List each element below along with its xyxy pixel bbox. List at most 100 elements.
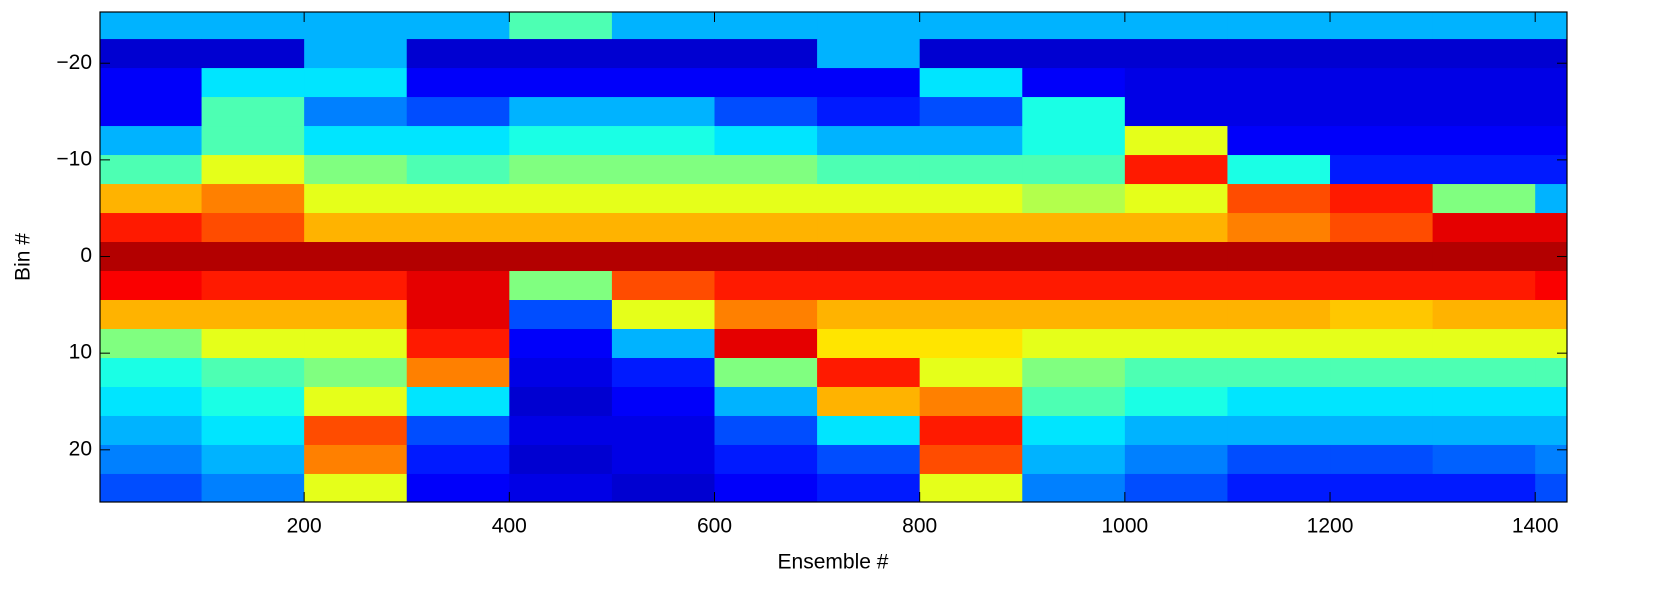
heatmap-cell: [714, 126, 818, 156]
heatmap-cells: [100, 12, 1567, 502]
heatmap-cell: [919, 155, 1023, 185]
heatmap-cell: [509, 155, 613, 185]
heatmap-cell: [100, 386, 203, 417]
heatmap-cell: [406, 271, 510, 301]
heatmap-cell: [1022, 126, 1126, 156]
heatmap-cell: [714, 300, 818, 330]
heatmap-cell: [1330, 68, 1434, 98]
heatmap-cell: [1535, 68, 1567, 98]
heatmap-cell: [1022, 213, 1126, 243]
heatmap-cell: [1432, 271, 1536, 301]
x-tick-label: 200: [287, 515, 322, 538]
heatmap-cell: [817, 329, 921, 359]
heatmap-cell: [714, 39, 818, 69]
heatmap-cell: [100, 444, 203, 475]
heatmap-cell: [1022, 184, 1126, 214]
heatmap-cell: [1124, 126, 1228, 156]
heatmap-cell: [304, 415, 408, 446]
heatmap-cell: [1124, 97, 1228, 127]
heatmap-cell: [509, 97, 613, 127]
heatmap-cell: [1330, 12, 1434, 40]
heatmap-cell: [304, 68, 408, 98]
heatmap-cell: [201, 184, 305, 214]
heatmap-cell: [201, 329, 305, 359]
heatmap-cell: [201, 12, 305, 40]
heatmap-cell: [1330, 357, 1434, 388]
heatmap-cell: [1535, 242, 1567, 272]
heatmap-cell: [201, 357, 305, 388]
x-tick-label: 400: [492, 515, 527, 538]
heatmap-cell: [1124, 473, 1228, 502]
heatmap-cell: [1227, 97, 1331, 127]
heatmap-cell: [201, 68, 305, 98]
heatmap-cell: [406, 357, 510, 388]
heatmap-cell: [1227, 12, 1331, 40]
heatmap-cell: [919, 12, 1023, 40]
heatmap-cell: [509, 329, 613, 359]
y-tick-label: 0: [80, 244, 92, 267]
heatmap-cell: [919, 213, 1023, 243]
heatmap-cell: [1022, 300, 1126, 330]
heatmap-cell: [611, 155, 715, 185]
heatmap-cell: [201, 155, 305, 185]
heatmap-cell: [406, 329, 510, 359]
heatmap-cell: [1124, 386, 1228, 417]
heatmap-cell: [1330, 473, 1434, 502]
heatmap-cell: [817, 39, 921, 69]
heatmap-cell: [1535, 271, 1567, 301]
heatmap-cell: [406, 213, 510, 243]
heatmap-cell: [817, 184, 921, 214]
heatmap-cell: [1227, 357, 1331, 388]
heatmap-cell: [1535, 12, 1567, 40]
heatmap-cell: [1432, 155, 1536, 185]
heatmap-cell: [919, 39, 1023, 69]
heatmap-cell: [406, 126, 510, 156]
heatmap-cell: [509, 386, 613, 417]
heatmap-cell: [919, 126, 1023, 156]
heatmap-cell: [1022, 97, 1126, 127]
heatmap-cell: [817, 68, 921, 98]
heatmap-cell: [100, 184, 203, 214]
heatmap-cell: [1535, 444, 1567, 475]
heatmap-cell: [1535, 357, 1567, 388]
heatmap-cell: [509, 415, 613, 446]
heatmap-cell: [919, 300, 1023, 330]
heatmap-cell: [406, 155, 510, 185]
heatmap-cell: [100, 12, 203, 40]
heatmap-cell: [406, 473, 510, 502]
heatmap-cell: [1227, 184, 1331, 214]
heatmap-cell: [1022, 68, 1126, 98]
heatmap-cell: [1330, 39, 1434, 69]
heatmap-cell: [509, 68, 613, 98]
heatmap-cell: [1535, 415, 1567, 446]
heatmap-cell: [817, 473, 921, 502]
heatmap-cell: [1330, 300, 1434, 330]
heatmap-cell: [201, 415, 305, 446]
heatmap-cell: [817, 126, 921, 156]
heatmap-cell: [509, 213, 613, 243]
heatmap-cell: [817, 444, 921, 475]
heatmap-cell: [1330, 415, 1434, 446]
heatmap-cell: [919, 386, 1023, 417]
heatmap-cell: [1432, 415, 1536, 446]
heatmap-cell: [919, 242, 1023, 272]
heatmap-cell: [100, 213, 203, 243]
heatmap-cell: [1330, 386, 1434, 417]
heatmap-cell: [509, 444, 613, 475]
heatmap-cell: [100, 97, 203, 127]
heatmap-cell: [1124, 213, 1228, 243]
heatmap-cell: [1330, 329, 1434, 359]
heatmap-cell: [817, 300, 921, 330]
heatmap-cell: [509, 39, 613, 69]
heatmap-cell: [1535, 39, 1567, 69]
heatmap-cell: [1432, 126, 1536, 156]
heatmap-cell: [817, 415, 921, 446]
heatmap-cell: [304, 271, 408, 301]
heatmap-cell: [919, 415, 1023, 446]
heatmap-cell: [100, 300, 203, 330]
heatmap-cell: [201, 300, 305, 330]
heatmap-cell: [304, 444, 408, 475]
heatmap-cell: [304, 242, 408, 272]
heatmap-cell: [1330, 271, 1434, 301]
